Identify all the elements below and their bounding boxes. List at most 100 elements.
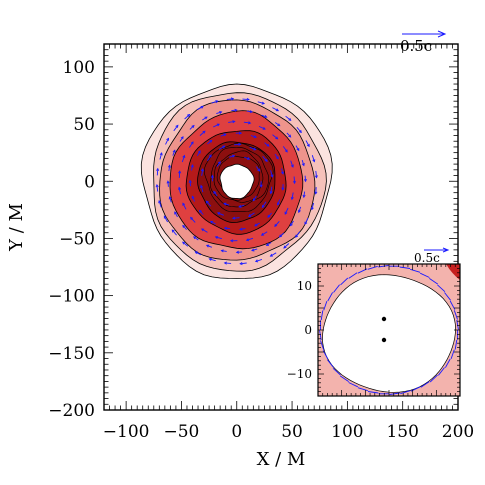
inset-velocity-arrow: [323, 300, 328, 311]
inset-velocity-arrow: [340, 277, 349, 286]
velocity-arrow: [156, 168, 159, 176]
inset-velocity-arrow: [332, 367, 341, 376]
velocity-arrowhead: [270, 174, 274, 178]
inset-velocity-arrow: [348, 272, 358, 279]
velocity-arrow: [291, 192, 294, 200]
velocity-arrowhead: [295, 234, 299, 238]
velocity-arrow: [169, 196, 172, 203]
velocity-arrowhead: [261, 101, 266, 105]
velocity-arrow: [181, 155, 185, 163]
inset-velocity-arrow: [420, 272, 430, 278]
velocity-arrow: [244, 156, 250, 160]
velocity-arrow: [279, 232, 284, 238]
velocity-arrowhead: [284, 211, 288, 215]
velocity-arrowhead: [168, 196, 172, 200]
velocity-arrowhead: [223, 202, 227, 206]
velocity-arrowhead: [171, 229, 175, 233]
velocity-arrowhead: [267, 214, 271, 218]
contour-line-inner-3: [213, 150, 264, 203]
inset-velocity-arrow: [348, 382, 358, 388]
inset-velocity-arrow: [339, 375, 349, 382]
velocity-arrowhead: [259, 184, 263, 188]
velocity-arrowhead: [266, 143, 270, 147]
velocity-arrow: [199, 210, 204, 215]
inset-velocity-arrow: [429, 278, 439, 285]
velocity-arrowhead: [217, 161, 221, 165]
velocity-arrowhead: [209, 220, 214, 224]
velocity-arrowhead: [238, 131, 243, 135]
velocity-arrowhead: [247, 157, 251, 160]
velocity-arrowhead: [223, 133, 227, 137]
inset-velocity-arrow: [327, 359, 334, 368]
velocity-arrow: [246, 237, 254, 241]
velocity-arrow: [290, 160, 294, 168]
velocity-arrowhead: [301, 163, 305, 167]
velocity-arrowhead: [239, 261, 243, 266]
velocity-arrow: [248, 212, 255, 217]
velocity-arrowhead: [182, 154, 186, 159]
velocity-arrowhead: [190, 164, 194, 168]
velocity-arrowhead: [261, 204, 265, 209]
velocity-arrowhead: [269, 253, 273, 257]
velocity-arrow: [189, 141, 194, 148]
y-tick-label: −50: [59, 229, 95, 249]
velocity-arrow: [234, 143, 241, 146]
velocity-arrow: [262, 156, 268, 162]
velocity-arrowhead: [204, 116, 208, 120]
velocity-arrow: [270, 186, 273, 194]
inset-y-tick-label: 10: [297, 279, 312, 293]
velocity-arrow: [270, 252, 277, 257]
velocity-arrowhead: [253, 135, 257, 139]
velocity-arrowhead: [220, 249, 224, 253]
velocity-arrow: [232, 217, 240, 219]
velocity-arrow: [202, 116, 208, 121]
velocity-arrowhead: [216, 123, 220, 127]
velocity-scale-arrowhead: [437, 30, 447, 38]
velocity-arrowhead: [239, 227, 243, 231]
y-tick-label: 0: [84, 172, 95, 192]
velocity-arrow: [182, 202, 187, 210]
velocity-arrowhead: [198, 209, 202, 213]
velocity-arrowhead: [230, 97, 235, 101]
velocity-arrowhead: [253, 147, 257, 151]
inset-y-tick-label: 0: [304, 323, 312, 337]
inset-velocity-arrow: [333, 284, 340, 293]
velocity-arrowhead: [252, 198, 256, 202]
velocity-arrowhead: [197, 150, 201, 154]
velocity-arrowhead: [281, 171, 284, 175]
velocity-arrow: [163, 215, 168, 223]
velocity-arrowhead: [304, 221, 308, 225]
inset-velocity-arrow: [378, 265, 389, 268]
velocity-arrowhead: [187, 113, 191, 118]
velocity-arrowhead: [215, 100, 219, 104]
velocity-arrow: [207, 140, 212, 145]
velocity-arrowhead: [292, 180, 296, 185]
velocity-arrowhead: [264, 158, 268, 163]
velocity-arrow: [246, 110, 253, 113]
velocity-arrow: [252, 195, 257, 201]
velocity-arrow: [270, 170, 273, 178]
black-hole-2: [381, 337, 387, 343]
velocity-arrow: [167, 181, 169, 187]
velocity-arrow: [250, 135, 257, 138]
velocity-arrowhead: [288, 117, 292, 121]
velocity-arrow: [209, 258, 216, 262]
velocity-arrowhead: [231, 154, 236, 158]
velocity-arrowhead: [247, 213, 252, 217]
velocity-arrow: [285, 115, 292, 121]
velocity-arrowhead: [166, 180, 170, 184]
velocity-arrowhead: [312, 159, 316, 163]
velocity-arrow: [272, 134, 278, 140]
velocity-arrowhead: [298, 129, 302, 134]
velocity-arrow: [216, 161, 221, 167]
x-tick-label: 50: [281, 422, 303, 442]
velocity-arrow: [172, 150, 176, 156]
central-cavity: [219, 163, 255, 200]
velocity-arrow: [189, 180, 191, 187]
velocity-arrow: [243, 121, 251, 124]
inset-velocity-scale: 0.5c: [414, 247, 450, 265]
velocity-arrow: [295, 145, 300, 151]
velocity-arrow: [257, 101, 265, 105]
velocity-arrow: [174, 211, 178, 218]
inset-velocity-arrow: [367, 265, 378, 270]
